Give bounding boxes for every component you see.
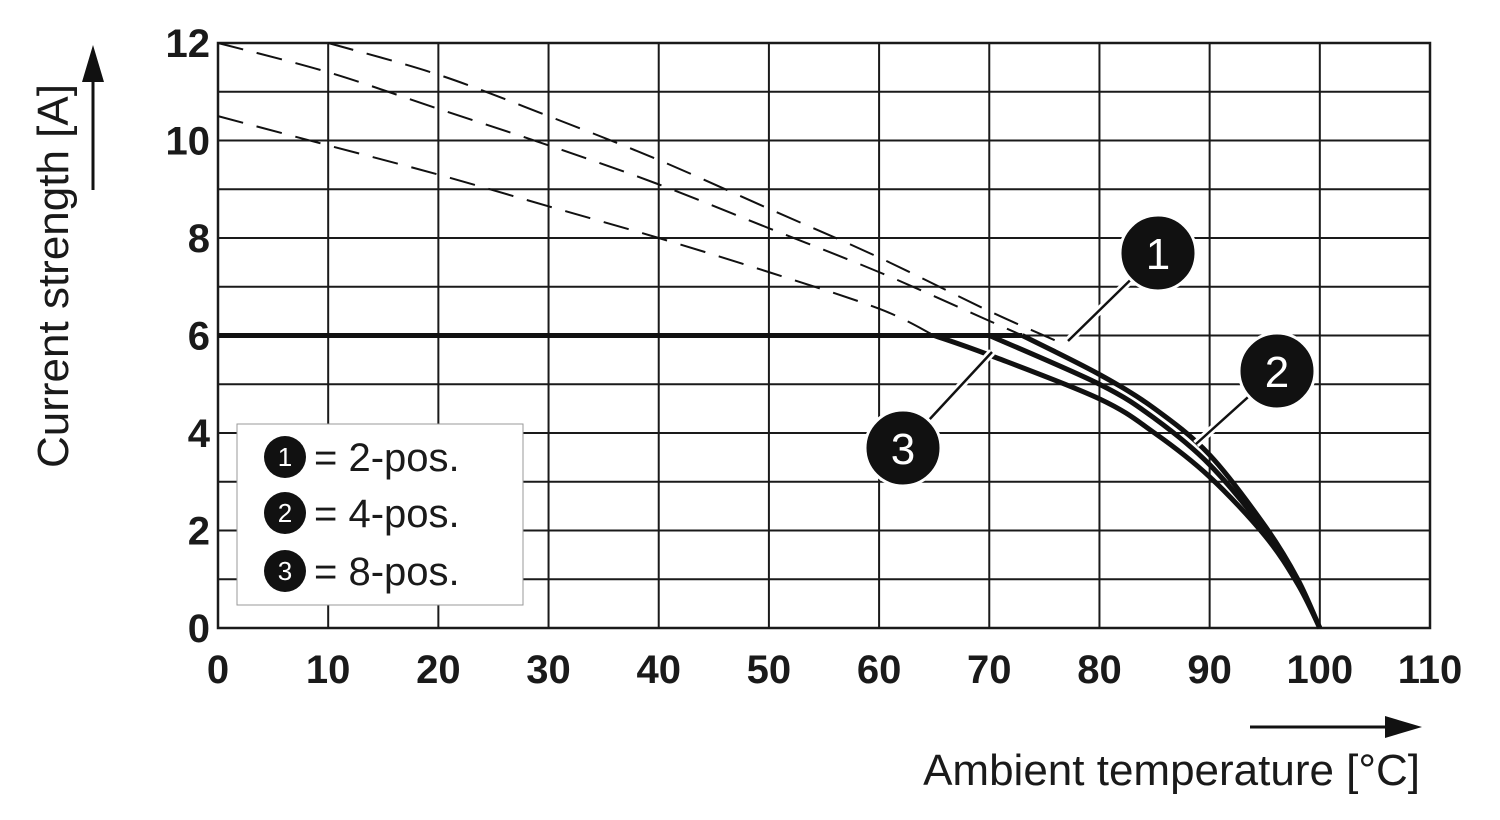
x-tick-label: 30 — [526, 648, 571, 692]
dashed-extension-1 — [327, 42, 1067, 347]
x-tick-label: 10 — [306, 648, 351, 692]
x-tick-label: 60 — [857, 648, 902, 692]
legend-marker-number-2: 2 — [278, 498, 292, 528]
derating-curves — [218, 333, 1323, 630]
legend-marker-number-3: 3 — [278, 556, 292, 586]
legend-text-1: = 2-pos. — [314, 436, 460, 480]
x-tick-label: 70 — [967, 648, 1012, 692]
callout-number-2: 2 — [1265, 348, 1289, 397]
y-tick-label: 6 — [188, 315, 210, 359]
x-tick-label: 90 — [1187, 648, 1232, 692]
y-tick-label: 12 — [166, 22, 211, 66]
legend-marker-1 — [264, 436, 306, 478]
dashed-extension-3 — [217, 115, 935, 337]
x-axis-arrow-head — [1385, 716, 1422, 738]
x-axis-label: Ambient temperature [°C] — [923, 746, 1420, 795]
x-tick-label: 100 — [1286, 648, 1353, 692]
derating-curve-3 — [933, 333, 1323, 630]
dashed-extension-lines — [217, 42, 1067, 352]
legend-marker-3 — [264, 550, 306, 592]
y-tick-label: 8 — [188, 217, 210, 261]
y-tick-label: 4 — [188, 412, 211, 456]
dashed-extension-2 — [217, 42, 1056, 352]
callout-number-1: 1 — [1146, 230, 1170, 279]
legend-text-3: = 8-pos. — [314, 550, 460, 594]
grid — [216, 41, 1432, 630]
legend-text-2: = 4-pos. — [314, 492, 460, 536]
y-tick-label: 2 — [188, 510, 210, 554]
legend-marker-2 — [264, 492, 306, 534]
legend-marker-number-1: 1 — [278, 442, 292, 472]
y-axis-title: Current strength [A] — [29, 45, 104, 468]
y-tick-labels: 0 2 4 6 8 10 12 — [166, 22, 211, 651]
callout-circle-2 — [1237, 331, 1317, 411]
y-axis-label: Current strength [A] — [29, 84, 78, 468]
y-axis-arrow-head — [82, 45, 104, 82]
x-tick-label: 80 — [1077, 648, 1122, 692]
curve-callouts: 1 2 3 — [863, 213, 1317, 488]
callout-circle-3 — [863, 408, 943, 488]
x-tick-label: 50 — [747, 648, 792, 692]
callout-circle-1 — [1118, 213, 1198, 293]
x-tick-label: 20 — [416, 648, 461, 692]
x-tick-labels: 0 10 20 30 40 50 60 70 80 90 100 110 — [207, 648, 1462, 692]
y-tick-label: 0 — [188, 607, 210, 651]
x-tick-label: 0 — [207, 648, 229, 692]
callout-number-3: 3 — [891, 425, 915, 474]
x-axis-title: Ambient temperature [°C] — [923, 716, 1422, 795]
y-tick-label: 10 — [166, 120, 211, 164]
x-tick-label: 110 — [1398, 648, 1463, 692]
x-tick-label: 40 — [636, 648, 681, 692]
legend: 1 = 2-pos. 2 = 4-pos. 3 = 8-pos. — [236, 423, 524, 606]
